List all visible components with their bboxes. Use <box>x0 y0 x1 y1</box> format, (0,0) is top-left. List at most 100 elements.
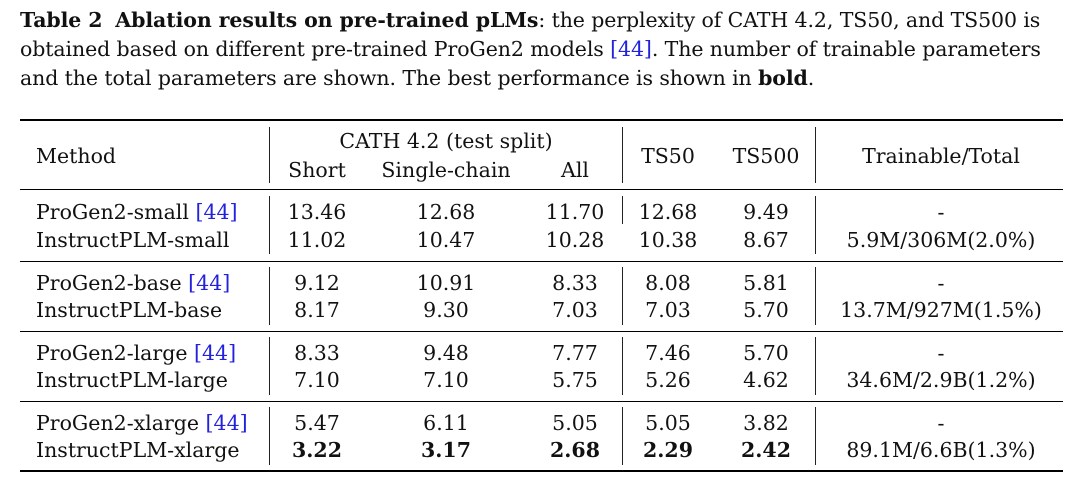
cell-params: - <box>937 411 945 435</box>
caption-text-1: : the perplexity of CATH 4.2, TS50, and … <box>20 8 1041 61</box>
vsep-cath-header <box>622 127 623 183</box>
vsep-method-g2 <box>269 267 270 325</box>
cell-all: 8.33 <box>552 271 598 295</box>
caption-title: Ablation results on pre-trained pLMs <box>115 8 539 32</box>
cell-short: 9.12 <box>294 271 340 295</box>
header-method: Method <box>36 144 117 168</box>
row-method: ProGen2-large [44] <box>36 341 236 365</box>
cell-all-best: 2.68 <box>550 438 600 462</box>
cell-ts50: 12.68 <box>638 200 698 224</box>
cell-single-chain: 9.30 <box>423 298 469 322</box>
row-method: InstructPLM-xlarge <box>36 438 240 462</box>
citation-link[interactable]: [44] <box>188 271 231 295</box>
cell-short: 5.47 <box>294 411 340 435</box>
cell-single-chain-best: 3.17 <box>421 438 471 462</box>
model-name: InstructPLM-base <box>36 298 223 322</box>
group-rule-2 <box>20 331 1063 332</box>
cell-ts50: 8.08 <box>645 271 691 295</box>
caption-citation-link[interactable]: [44] <box>610 37 652 61</box>
header-cath-group: CATH 4.2 (test split) <box>339 129 553 153</box>
model-name: InstructPLM-large <box>36 368 228 392</box>
cell-params: - <box>937 341 945 365</box>
cell-ts50: 10.38 <box>638 228 698 252</box>
cell-short: 13.46 <box>287 200 347 224</box>
header-all: All <box>561 158 589 182</box>
header-ts500: TS500 <box>732 144 800 168</box>
cell-single-chain: 12.68 <box>416 200 476 224</box>
row-method: ProGen2-base [44] <box>36 271 230 295</box>
header-single-chain: Single-chain <box>381 158 511 182</box>
vsep-ts-g3 <box>815 337 816 395</box>
cell-ts500: 4.62 <box>743 368 789 392</box>
model-name: ProGen2-base <box>36 271 182 295</box>
cell-ts50: 7.46 <box>645 341 691 365</box>
table-bottom-rule <box>20 470 1063 472</box>
cell-all: 5.05 <box>552 411 598 435</box>
group-rule-1 <box>20 261 1063 262</box>
header-short: Short <box>288 158 346 182</box>
vsep-cath-g1 <box>622 196 623 224</box>
model-name: ProGen2-large <box>36 341 188 365</box>
cell-params: - <box>937 200 945 224</box>
citation-link[interactable]: [44] <box>205 411 248 435</box>
row-method: InstructPLM-small <box>36 228 229 252</box>
row-method: ProGen2-small [44] <box>36 200 238 224</box>
cell-all: 7.77 <box>552 341 598 365</box>
caption-text-3: . <box>807 66 815 90</box>
model-name: ProGen2-small <box>36 200 189 224</box>
cell-ts50: 5.26 <box>645 368 691 392</box>
cell-ts50-best: 2.29 <box>643 438 693 462</box>
vsep-cath-g3 <box>622 337 623 395</box>
cell-ts500: 5.70 <box>743 341 789 365</box>
model-name: ProGen2-xlarge <box>36 411 200 435</box>
header-ts50: TS50 <box>641 144 695 168</box>
model-name: InstructPLM-small <box>36 228 230 252</box>
cell-params: 89.1M/6.6B(1.3%) <box>846 438 1036 462</box>
cell-ts500: 5.81 <box>743 271 789 295</box>
vsep-ts-g4 <box>815 407 816 465</box>
cell-ts50: 5.05 <box>645 411 691 435</box>
vsep-method-g3 <box>269 337 270 395</box>
cell-ts500: 5.70 <box>743 298 789 322</box>
cell-params: - <box>937 271 945 295</box>
vsep-method-g1 <box>269 196 270 254</box>
vsep-method-g4 <box>269 407 270 465</box>
citation-link[interactable]: [44] <box>193 341 237 365</box>
cell-params: 34.6M/2.9B(1.2%) <box>846 368 1036 392</box>
cell-single-chain: 10.47 <box>416 228 476 252</box>
citation-link[interactable]: [44] <box>195 200 238 224</box>
cell-params: 13.7M/927M(1.5%) <box>840 298 1042 322</box>
cell-params: 5.9M/306M(2.0%) <box>846 228 1036 252</box>
row-method: InstructPLM-large <box>36 368 228 392</box>
cell-ts500: 3.82 <box>743 411 789 435</box>
cell-short: 8.33 <box>294 341 340 365</box>
cell-single-chain: 6.11 <box>423 411 469 435</box>
cell-short-best: 3.22 <box>292 438 342 462</box>
header-trainable-total: Trainable/Total <box>862 144 1020 168</box>
cell-ts50: 7.03 <box>645 298 691 322</box>
vsep-ts-header <box>815 127 816 183</box>
cell-single-chain: 10.91 <box>416 271 476 295</box>
cell-ts500: 8.67 <box>743 228 789 252</box>
caption-bold-word: bold <box>758 66 808 90</box>
vsep-ts-g1 <box>815 196 816 254</box>
cell-all: 10.28 <box>545 228 605 252</box>
cell-all: 5.75 <box>552 368 598 392</box>
vsep-cath-g4 <box>622 407 623 465</box>
caption-label: Table 2 <box>20 8 103 32</box>
row-method: InstructPLM-base <box>36 298 222 322</box>
cell-single-chain: 7.10 <box>423 368 469 392</box>
cell-short: 8.17 <box>294 298 340 322</box>
cell-ts500-best: 2.42 <box>741 438 791 462</box>
table-top-rule <box>20 119 1063 121</box>
vsep-method-header <box>269 127 270 183</box>
vsep-cath-g2 <box>622 267 623 325</box>
cell-single-chain: 9.48 <box>423 341 469 365</box>
model-name: InstructPLM-xlarge <box>36 438 240 462</box>
vsep-ts-g2 <box>815 267 816 325</box>
caption-text-2: . The number of trainable parameters and… <box>20 37 1041 90</box>
header-rule <box>20 189 1063 190</box>
cell-ts500: 9.49 <box>743 200 789 224</box>
row-method: ProGen2-xlarge [44] <box>36 411 248 435</box>
table-caption: Table 2 Ablation results on pre-trained … <box>20 6 1065 93</box>
